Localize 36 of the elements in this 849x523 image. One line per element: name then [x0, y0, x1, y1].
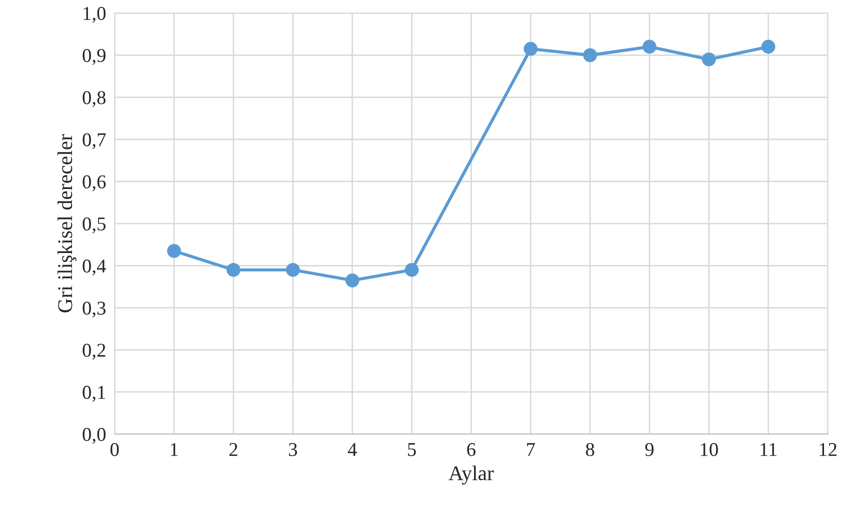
point [761, 40, 776, 54]
y-tick-label: 0,7 [82, 133, 106, 150]
y-tick-label: 0,3 [82, 302, 106, 318]
x-tick-label: 9 [645, 443, 654, 456]
point [702, 52, 716, 66]
y-tick-label: 0,5 [82, 217, 106, 234]
x-axis-title: Aylar [448, 466, 494, 485]
point [167, 244, 181, 258]
x-tick-label: 4 [348, 443, 357, 456]
x-tick-label: 1 [170, 443, 178, 456]
y-tick-label: 0,2 [82, 344, 106, 360]
x-tick-label: 0 [110, 442, 119, 456]
y-tick-label: 0,0 [82, 428, 106, 444]
point [404, 262, 419, 277]
y-tick-label: 1,0 [84, 6, 106, 23]
point [583, 48, 597, 62]
point [524, 42, 538, 56]
x-tick-label: 8 [586, 442, 594, 456]
y-tick-label: 0,9 [82, 48, 106, 65]
x-tick-label: 11 [760, 443, 777, 456]
y-tick-label: 0,8 [82, 91, 106, 108]
y-tick-label: 0,1 [82, 386, 106, 402]
point [642, 40, 656, 54]
point [226, 262, 240, 277]
x-tick-label: 12 [820, 443, 836, 456]
x-tick-label: 7 [527, 443, 535, 456]
y-axis-title: Gri ilişkisel dereceler [58, 134, 76, 312]
y-tick-label: 0,6 [82, 175, 106, 192]
x-tick-label: 2 [229, 443, 238, 456]
point [345, 273, 360, 288]
x-tick-label: 6 [467, 443, 476, 456]
x-tick-label: 10 [700, 442, 718, 456]
y-tick-label: 0,4 [82, 260, 106, 276]
x-tick-label: 5 [408, 443, 416, 456]
x-tick-label: 3 [288, 443, 298, 456]
point [286, 262, 300, 277]
